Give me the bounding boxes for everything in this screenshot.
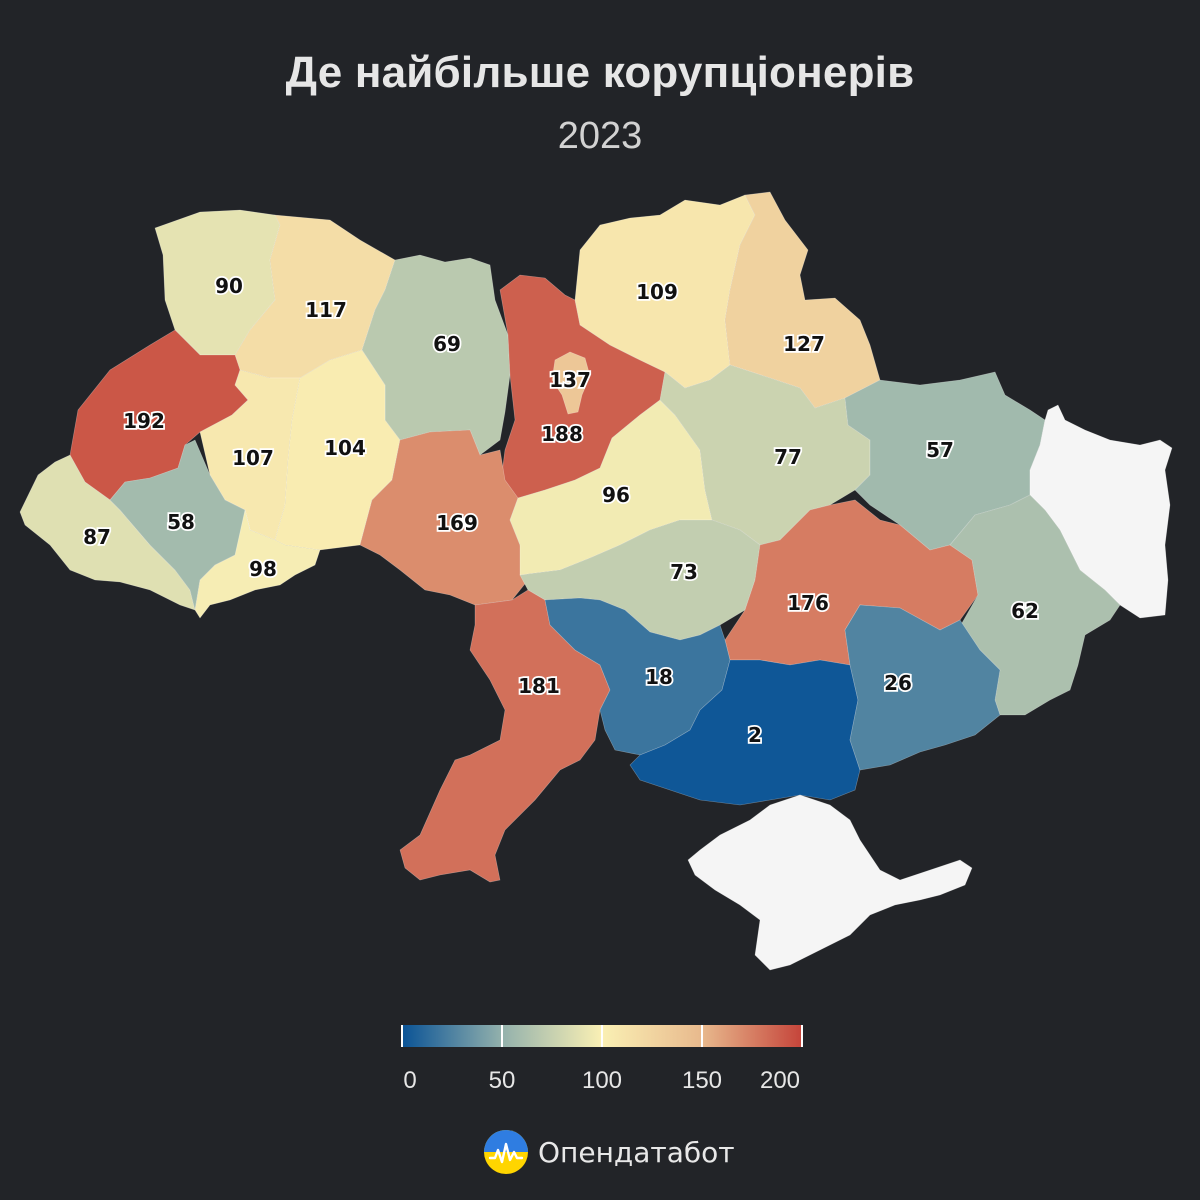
region-label-kyiv-city: 137 [549,368,591,392]
region-crimea[interactable] [687,794,973,971]
region-zaporizhzhia[interactable] [844,604,1001,771]
region-chernivtsi[interactable] [194,509,321,619]
region-label-volyn: 90 [215,274,243,298]
region-label-sumy: 127 [783,332,825,356]
region-kherson[interactable] [629,659,861,806]
region-label-donetsk: 62 [1011,599,1039,623]
region-label-cherkasy: 96 [602,483,630,507]
region-label-mykolaiv: 18 [645,665,673,689]
region-label-poltava: 77 [774,445,802,469]
region-zhytomyr[interactable] [361,254,511,456]
region-label-zakarpattia: 87 [83,525,111,549]
region-label-zaporizhzhia: 26 [884,671,912,695]
map-subtitle: 2023 [557,115,643,157]
region-label-ivano-frankivsk: 58 [167,510,195,534]
region-label-kharkiv: 57 [926,438,954,462]
region-label-dnipropetrovsk: 176 [787,591,829,615]
region-label-odesa: 181 [518,674,560,698]
brand-logo-icon [484,1130,528,1174]
brand-footer: Опендатабот [484,1130,735,1174]
region-label-rivne: 117 [305,298,347,322]
region-label-ternopil: 107 [232,446,274,470]
map-title: Де найбільше корупціонерів [285,48,915,97]
region-label-kirovohrad: 73 [670,560,698,584]
region-vinnytsia[interactable] [359,429,529,606]
region-label-kyiv-oblast: 188 [541,422,583,446]
region-label-vinnytsia: 169 [436,511,478,535]
region-label-lviv: 192 [123,409,165,433]
region-label-chernihiv: 109 [636,280,678,304]
region-label-kherson: 2 [748,723,762,747]
brand-name: Опендатабот [538,1135,735,1169]
region-label-khmelnytskyi: 104 [324,436,366,460]
region-label-chernivtsi: 98 [249,557,277,581]
region-label-zhytomyr: 69 [433,332,461,356]
region-kyiv-city[interactable] [551,351,591,415]
